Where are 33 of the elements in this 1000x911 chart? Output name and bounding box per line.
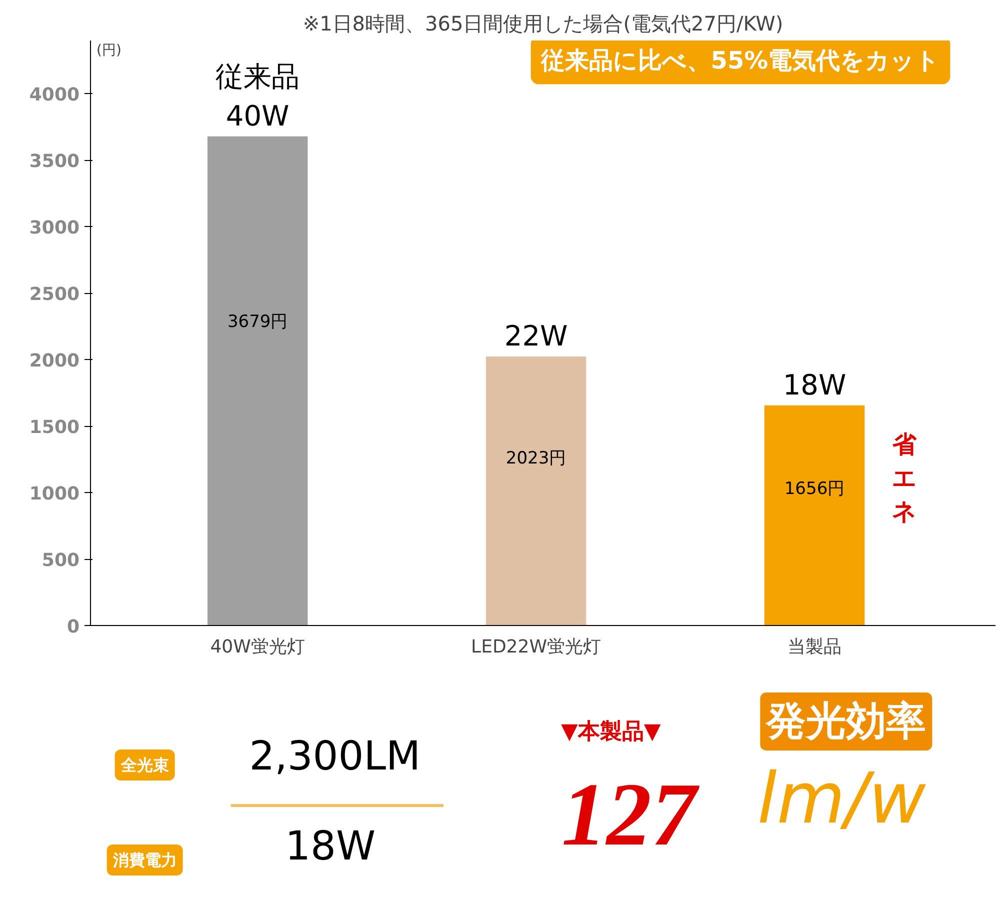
text: ▼本製品▼ [560,720,661,744]
annotation: 従来品に比べ、55%電気代をカット [540,46,940,74]
text: 2,300LM [249,734,421,780]
x-tick-label: 40W蛍光灯 [210,636,305,658]
annotation: 従来品 40W [216,60,300,132]
text: 全光束 [120,756,169,774]
text: 18W [285,824,376,870]
annotation: 省エネ [892,430,918,526]
y-axis-title: (円) [96,42,122,58]
y-tick-label: 2500 [29,284,80,306]
y-tick-label: 3000 [29,218,80,239]
y-tick-label: 0 [66,616,80,638]
bar [207,136,308,626]
data-label: 2023円 [506,448,566,469]
text: 127 [561,766,700,864]
data-label: 1656円 [784,478,845,499]
bar [764,405,865,626]
annotation: 22W [504,320,568,353]
bar [486,356,586,626]
text: 発光効率 [765,698,926,744]
y-tick-label: 500 [42,550,80,572]
y-tick-label: 2000 [29,350,80,372]
y-tick-label: 1500 [29,417,80,438]
y-tick-label: 1000 [29,484,80,505]
y-tick-label: 4000 [29,84,80,106]
x-tick-label: LED22W蛍光灯 [471,636,602,658]
text: 消費電力 [112,850,177,870]
data-label: 3679円 [227,312,288,332]
text: lm/w [757,758,927,840]
x-tick-label: 当製品 [788,636,842,658]
y-tick-label: 3500 [29,151,80,172]
annotation: 18W [782,368,846,402]
chart-title: ※1日8時間、365日間使用した場合(電気代27円/KW) [302,12,784,36]
